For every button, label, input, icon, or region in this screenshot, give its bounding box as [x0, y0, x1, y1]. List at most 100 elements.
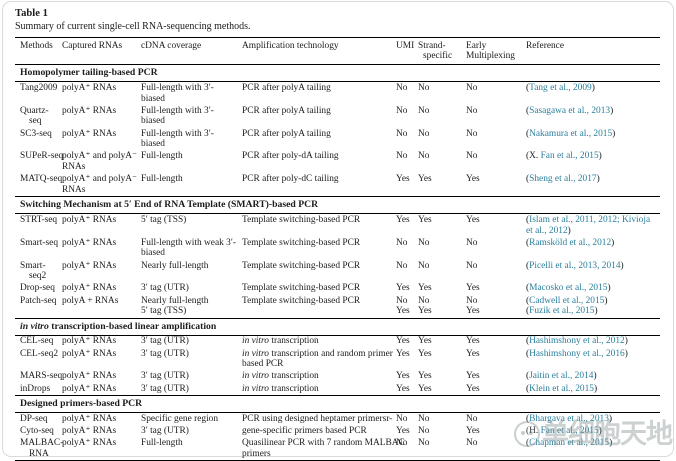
reference-text: ) — [620, 260, 624, 271]
captured-cell: polyA⁺ RNAs — [62, 383, 117, 394]
reference-link[interactable]: Tang et al., 2009 — [529, 83, 592, 94]
umi-cell: Yes — [396, 383, 410, 394]
early-cell: No — [466, 237, 478, 248]
umi-cell: No — [396, 151, 408, 162]
reference-link[interactable]: Sasagawa et al., 2013 — [529, 105, 611, 116]
early-cell: Yes — [466, 215, 480, 226]
method-cell: MARS-seq — [20, 371, 63, 382]
early-cell: No — [466, 105, 478, 116]
coverage-cell: 3′ tag (UTR) — [141, 426, 189, 437]
section-title: in vitro transcription-based linear ampl… — [15, 317, 660, 336]
umi-cell: Yes — [396, 215, 410, 226]
reference-cell: (Bhargava et al., 2013) — [526, 413, 660, 426]
reference-text: ( — [526, 260, 530, 271]
coverage-cell: Full-length with 3′- biased — [141, 105, 214, 127]
table-row: MATQ-seq polyA⁺ and polyA⁻ RNAs Full-length… — [15, 173, 660, 196]
early-cell: No — [466, 413, 478, 424]
reference-text: ( — [526, 174, 530, 185]
captured-cell: polyA⁺ RNAs — [62, 426, 117, 437]
strand-cell: No — [418, 128, 430, 139]
reference-text: ( — [526, 438, 530, 449]
captured-cell: polyA⁺ RNAs — [62, 371, 117, 382]
reference-text: ) — [608, 413, 613, 424]
table-caption: Summary of current single-cell RNA-seque… — [15, 21, 251, 32]
strand-cell: No — [418, 426, 430, 437]
col-header-methods: Methods — [15, 36, 62, 66]
coverage-cell: 5′ tag (TSS) — [141, 215, 187, 226]
reference-link[interactable]: Ramsköld et al., 2012 — [529, 237, 612, 248]
coverage-cell: Specific gene region — [141, 413, 219, 424]
coverage-cell: 3′ tag (UTR) — [141, 283, 189, 294]
reference-text: ) — [607, 283, 611, 294]
reference-link[interactable]: Chapman et al., 2015 — [529, 438, 610, 449]
early-cell: No Yes — [466, 295, 480, 317]
reference-link[interactable]: Macosko et al., 2015 — [529, 283, 608, 294]
reference-text: ) — [610, 105, 614, 116]
reference-text: ) — [612, 128, 616, 139]
reference-link[interactable]: Islam et al., 2011, 2012; Kivioja — [529, 215, 651, 226]
method-cell: DP-seq — [20, 413, 48, 424]
reference-text: ) — [591, 83, 595, 94]
coverage-cell: Full-length — [141, 151, 183, 162]
reference-cell: (Picelli et al., 2013, 2014) — [526, 260, 660, 283]
early-cell: No — [466, 151, 478, 162]
reference-text: ) — [567, 225, 571, 236]
reference-text: ( — [526, 336, 530, 347]
reference-link[interactable]: Bhargava et al., 2013 — [529, 413, 609, 424]
method-cell: Patch-seq — [20, 295, 57, 306]
reference-link[interactable]: Cadwell et al., 2015 — [529, 295, 605, 306]
coverage-cell: Full-length with 3′- biased — [141, 128, 214, 150]
strand-cell: Yes — [418, 371, 432, 382]
reference-cell: (Klein et al., 2015) — [526, 383, 660, 396]
table-row: SC3-seq polyA⁺ RNAs Full-length with 3′- bi… — [15, 128, 660, 151]
captured-cell: polyA⁺ RNAs — [62, 438, 117, 449]
amplification-cell: Template switching-based PCR — [242, 295, 361, 306]
col-header-umi: UMI — [396, 36, 418, 66]
reference-text: ( — [526, 371, 530, 382]
reference-link[interactable]: Jaitin et al., 2014 — [529, 371, 594, 382]
reference-text: ( — [526, 283, 530, 294]
methods-summary-table: Methods Captured RNAs cDNA coverage Ampl… — [15, 36, 660, 461]
reference-link[interactable]: Hashimshony et al., 2016 — [529, 348, 625, 359]
reference-text: ) — [598, 426, 602, 437]
reference-cell: (Ramsköld et al., 2012) — [526, 237, 660, 260]
captured-cell: polyA⁺ and polyA⁻ RNAs — [62, 174, 137, 195]
reference-link[interactable]: Fan et al., 2015 — [540, 151, 599, 162]
reference-link[interactable]: et al., 2012 — [526, 225, 568, 236]
captured-cell: polyA⁺ RNAs — [62, 348, 117, 359]
section-header-row: in vitro transcription-based linear ampl… — [15, 317, 660, 336]
reference-link[interactable]: Klein et al., 2015 — [529, 383, 594, 394]
coverage-cell: Nearly full-length 5′ tag (TSS) — [141, 295, 209, 317]
method-cell: Quartz-seq — [20, 105, 49, 127]
reference-link[interactable]: Picelli et al., 2013, 2014 — [529, 260, 621, 271]
coverage-cell: Full-length with 3′- biased — [141, 83, 214, 104]
method-cell: STRT-seq — [20, 215, 58, 226]
col-header-early-multiplexing: Early Multiplexing — [466, 36, 526, 66]
umi-cell: Yes — [396, 426, 410, 437]
coverage-cell: 3′ tag (UTR) — [141, 371, 189, 382]
captured-cell: polyA⁺ and polyA⁻ RNAs — [62, 151, 137, 173]
umi-cell: No — [396, 237, 408, 248]
reference-text: ) — [593, 383, 598, 394]
reference-link[interactable]: Nakamura et al., 2015 — [529, 128, 613, 139]
reference-link[interactable]: Hashimshony et al., 2012 — [529, 336, 625, 347]
section-header-row: Switching Mechanism at 5′ End of RNA Tem… — [15, 196, 660, 215]
reference-link[interactable]: Fan et al., 2015 — [540, 426, 599, 437]
reference-cell: (Nakamura et al., 2015) — [526, 128, 660, 151]
method-cell: MATQ-seq — [20, 174, 63, 185]
amplification-cell: in vitro transcription — [242, 383, 319, 394]
reference-link[interactable]: Sheng et al., 2017 — [529, 174, 597, 185]
reference-text: ( — [526, 105, 530, 116]
method-cell: MALBAC- RNA — [20, 438, 64, 459]
method-cell: CEL-seq2 — [20, 348, 59, 359]
table-row: Cyto-seq polyA⁺ RNAs 3′ tag (UTR) gene-spec… — [15, 425, 660, 437]
strand-cell: No — [418, 237, 430, 248]
header-row: Methods Captured RNAs cDNA coverage Ampl… — [15, 36, 660, 66]
umi-cell: Yes — [396, 336, 410, 347]
section-header-row: Homopolymer tailing-based PCR — [15, 64, 660, 83]
strand-cell: Yes — [418, 283, 432, 294]
reference-link[interactable]: Fuzik et al., 2015 — [529, 306, 595, 317]
reference-text: ) — [604, 295, 608, 306]
reference-cell: (Cadwell et al., 2015) (Fuzik et al., 201… — [526, 295, 660, 318]
coverage-cell: Full-length — [141, 174, 183, 185]
